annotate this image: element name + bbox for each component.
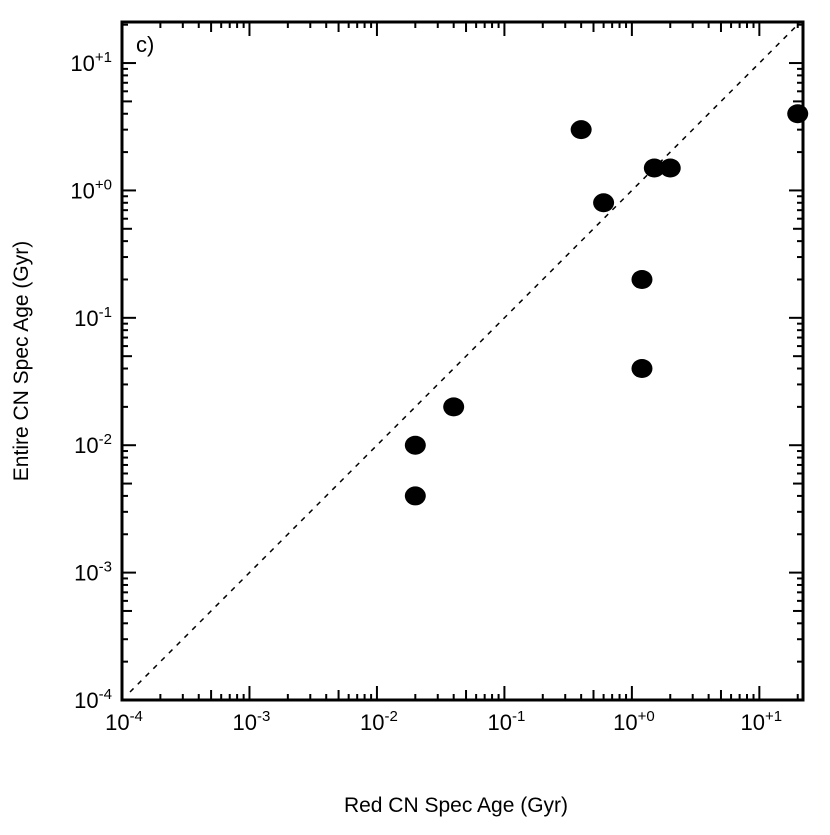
data-point <box>787 104 809 124</box>
data-point <box>443 397 465 417</box>
x-tick-labels: 10-4 10-3 10-2 10-1 10+0 10+1 <box>105 708 782 735</box>
y-axis-title: Entire CN Spec Age (Gyr) <box>10 241 33 481</box>
y-tick-labels: 10-4 10-3 10-2 10-1 10+0 10+1 <box>70 49 112 713</box>
x-tick-label: 10-3 <box>233 708 271 735</box>
identity-reference-line <box>129 21 801 693</box>
data-point <box>631 359 653 379</box>
x-tick-label: 10+1 <box>741 708 783 735</box>
data-point <box>631 269 653 289</box>
x-axis-title: Red CN Spec Age (Gyr) <box>344 794 568 817</box>
y-tick-label: 10+0 <box>70 176 112 203</box>
y-tick-label: 10-2 <box>74 431 112 458</box>
y-tick-label: 10-4 <box>74 686 112 713</box>
data-point <box>570 120 592 140</box>
x-tick-label: 10-4 <box>105 708 143 735</box>
x-tick-label: 10-1 <box>487 708 525 735</box>
data-point <box>404 435 426 455</box>
data-point <box>593 193 615 213</box>
x-tick-label: 10-2 <box>360 708 398 735</box>
y-tick-label: 10-1 <box>74 304 112 331</box>
y-tick-label: 10-3 <box>74 559 112 586</box>
y-tick-label: 10+1 <box>70 49 112 76</box>
x-tick-label: 10+0 <box>613 708 655 735</box>
data-point <box>659 158 681 178</box>
data-point <box>404 486 426 506</box>
data-points <box>404 104 809 506</box>
plot-frame <box>120 20 805 702</box>
panel-label: c) <box>136 32 154 57</box>
data-point <box>643 158 665 178</box>
